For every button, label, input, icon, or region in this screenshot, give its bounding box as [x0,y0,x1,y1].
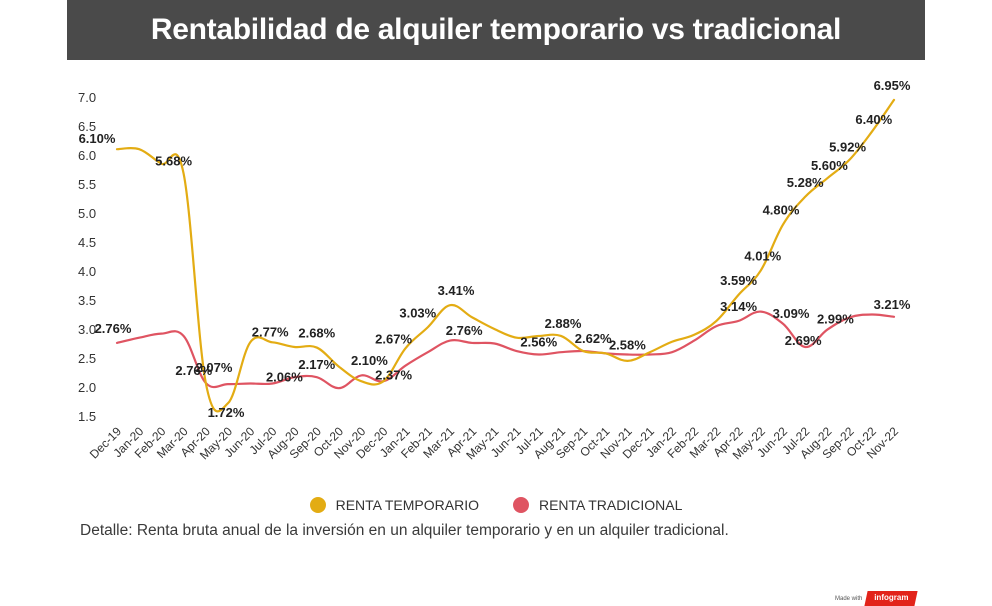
y-tick-label: 1.5 [78,409,96,424]
data-label-tradicional: 2.76% [175,363,212,378]
data-label-tradicional: 2.10% [351,353,388,368]
data-label-temporario: 5.68% [155,154,192,169]
data-label-temporario: 6.10% [79,131,116,146]
data-label-temporario: 3.03% [399,305,436,320]
data-label-temporario: 3.59% [720,273,757,288]
data-label-temporario: 3.41% [438,283,475,298]
legend-dot-temporario [309,497,326,513]
y-tick-label: 6.5 [78,119,96,134]
series-line-tradicional[interactable] [115,310,896,390]
y-tick-label: 3.5 [78,293,96,308]
legend-dot-tradicional [512,497,529,513]
series-line-temporario[interactable] [115,98,896,413]
data-label-tradicional: 2.62% [575,331,612,346]
data-label-temporario: 4.80% [763,203,800,218]
y-tick-label: 3.0 [78,322,96,337]
data-label-temporario: 5.92% [829,140,866,155]
infogram-logo: infogram [864,591,919,606]
data-label-tradicional: 2.56% [520,335,557,350]
y-tick-label: 2.0 [78,380,96,395]
y-tick-label: 4.0 [78,264,96,279]
data-label-tradicional: 2.99% [817,312,854,327]
data-label-temporario: 2.68% [298,326,335,341]
data-label-temporario: 5.28% [787,175,824,190]
data-label-temporario: 2.58% [609,337,646,352]
legend-label-tradicional: RENTA TRADICIONAL [538,497,683,513]
y-tick-label: 6.0 [78,148,96,163]
legend-item-temporario[interactable]: RENTA TEMPORARIO [309,497,479,513]
data-label-temporario: 6.40% [855,112,892,127]
data-label-tradicional: 2.07% [196,360,233,375]
title-bar: Rentabilidad de alquiler temporario vs t… [67,0,925,60]
data-label-temporario: 4.01% [744,248,781,263]
chart-title: Rentabilidad de alquiler temporario vs t… [150,13,842,46]
data-label-temporario: 2.77% [252,324,289,339]
data-label-tradicional: 2.06% [266,370,303,385]
data-label-tradicional: 2.76% [446,323,483,338]
data-label-tradicional: 2.67% [375,332,412,347]
y-tick-label: 2.5 [78,351,96,366]
data-label-temporario: 6.95% [874,78,911,93]
y-tick-label: 5.0 [78,206,96,221]
data-label-tradicional: 3.21% [874,297,911,312]
data-label-tradicional: 2.17% [298,357,335,372]
legend-item-tradicional[interactable]: RENTA TRADICIONAL [512,497,683,513]
legend: RENTA TEMPORARIO RENTA TRADICIONAL [0,497,992,513]
data-label-tradicional: 2.76% [95,321,132,336]
data-label-temporario: 1.72% [208,405,245,420]
data-label-tradicional: 3.14% [720,299,757,314]
legend-label-temporario: RENTA TEMPORARIO [335,497,479,513]
y-tick-label: 5.5 [78,177,96,192]
data-label-temporario: 5.60% [811,158,848,173]
y-tick-label: 4.5 [78,235,96,250]
data-label-temporario: 2.88% [545,316,582,331]
data-label-tradicional: 2.37% [375,368,412,383]
y-tick-label: 7.0 [78,90,96,105]
data-label-tradicional: 3.09% [773,306,810,321]
detail-note: Detalle: Renta bruta anual de la inversi… [80,522,729,539]
data-label-tradicional: 2.69% [785,333,822,348]
made-with-badge[interactable]: Made with infogram [835,591,919,606]
made-with-text: Made with [835,595,863,602]
